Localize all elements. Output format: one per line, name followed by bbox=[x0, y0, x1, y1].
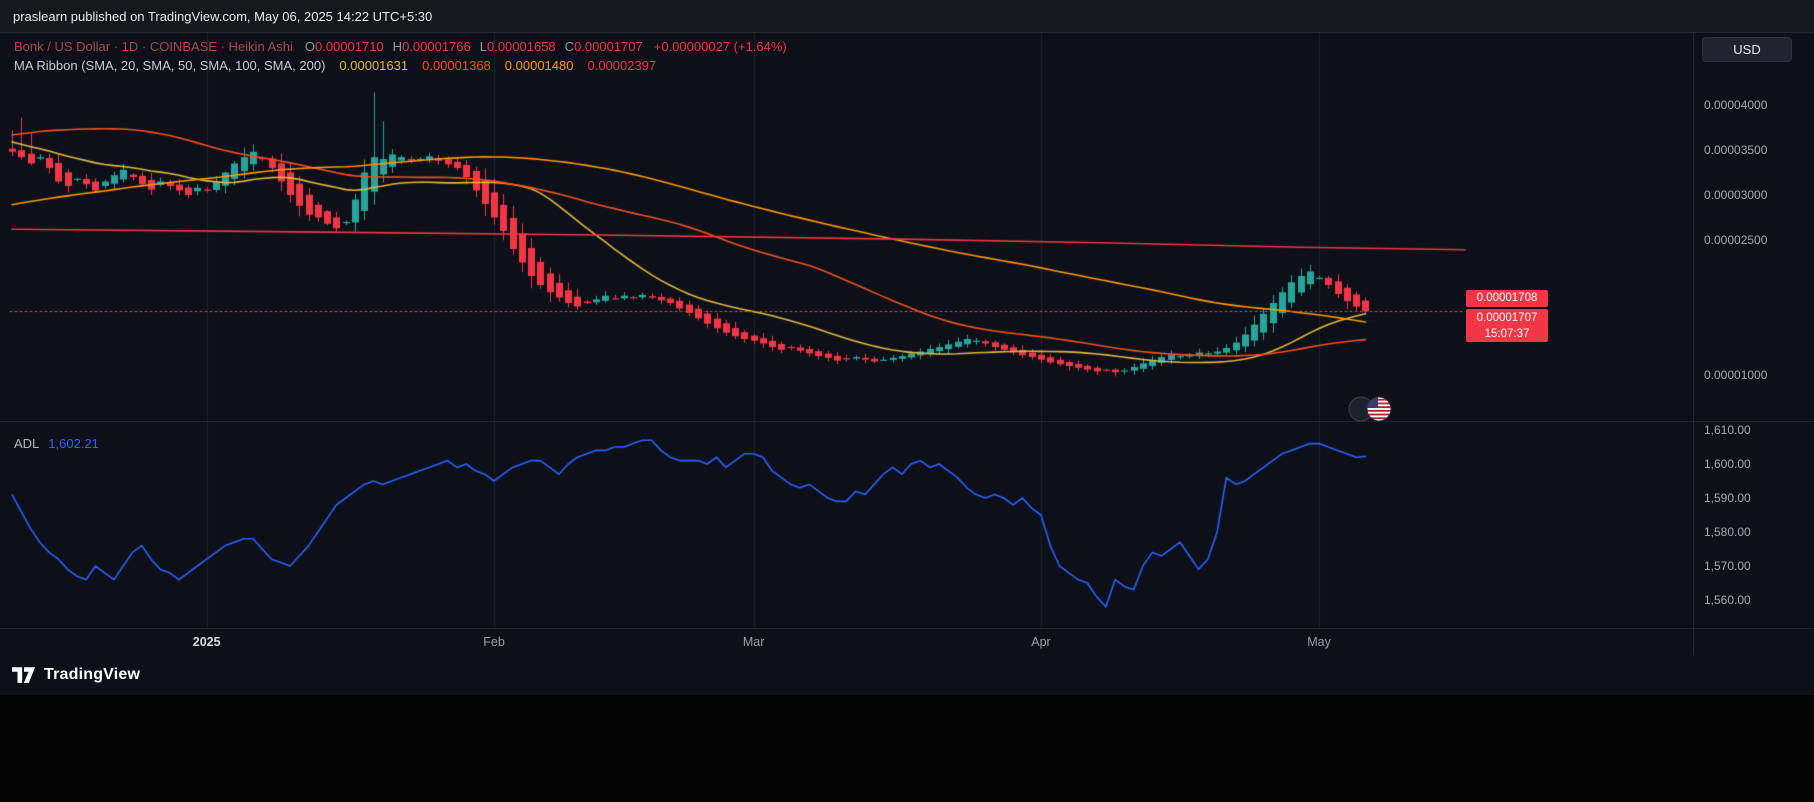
adl-label: ADL bbox=[14, 436, 40, 451]
last-price-badge: 0.00001708 bbox=[1466, 290, 1548, 307]
ma-ribbon-value: 0.00001631 bbox=[339, 58, 409, 73]
ma-ribbon-value: 0.00002397 bbox=[587, 58, 657, 73]
tradingview-wordmark: TradingView bbox=[44, 666, 141, 683]
time-axis-label: Feb bbox=[483, 635, 505, 649]
high-label: H bbox=[392, 39, 403, 54]
current-price-badge-value: 0.00001707 bbox=[1476, 312, 1538, 324]
tradingview-logo-icon bbox=[12, 666, 36, 683]
footer-bar: TradingView bbox=[0, 655, 1814, 695]
time-axis-label: Mar bbox=[742, 635, 765, 649]
price-chart-canvas[interactable] bbox=[0, 33, 1693, 421]
adl-tick-label: 1,570.00 bbox=[1704, 559, 1751, 573]
symbol-legend: Bonk / US Dollar · 1D · COINBASE · Heiki… bbox=[14, 39, 787, 54]
price-tick-label: 0.00001000 bbox=[1704, 368, 1768, 382]
tradingview-logo[interactable]: TradingView bbox=[12, 666, 140, 684]
close-value: 0.00001707 bbox=[574, 39, 643, 54]
time-axis-label: May bbox=[1307, 635, 1331, 649]
adl-indicator-canvas[interactable] bbox=[0, 422, 1693, 628]
bar-countdown: 15:07:37 bbox=[1484, 328, 1530, 340]
open-value: 0.00001710 bbox=[314, 39, 384, 54]
time-axis-divider bbox=[0, 628, 1814, 629]
time-axis[interactable]: 2025 Feb Mar Apr May bbox=[0, 628, 1693, 655]
price-tick-label: 0.00002500 bbox=[1704, 233, 1768, 247]
time-axis-label: Apr bbox=[1031, 635, 1051, 649]
price-tick-label: 0.00003500 bbox=[1704, 143, 1768, 157]
ma-ribbon-label: MA Ribbon (SMA, 20, SMA, 50, SMA, 100, S… bbox=[14, 58, 326, 73]
currency-flag-icon[interactable] bbox=[1348, 394, 1394, 429]
currency-toggle-button[interactable]: USD bbox=[1702, 37, 1792, 62]
high-value: 0.00001766 bbox=[402, 39, 471, 54]
adl-tick-label: 1,590.00 bbox=[1704, 491, 1751, 505]
ma-ribbon-value: 0.00001480 bbox=[504, 58, 574, 73]
pane-divider[interactable] bbox=[0, 421, 1814, 422]
adl-tick-label: 1,580.00 bbox=[1704, 525, 1751, 539]
bottom-spacer bbox=[0, 695, 1814, 802]
change-value: +0.00000027 (+1.64%) bbox=[653, 39, 787, 54]
open-label: O bbox=[304, 39, 315, 54]
price-tick-label: 0.00003000 bbox=[1704, 188, 1768, 202]
current-price-countdown-badge: 0.00001707 15:07:37 bbox=[1466, 309, 1548, 342]
price-scale-axis[interactable]: USD 0.00004000 0.00003500 0.00003000 0.0000… bbox=[1693, 33, 1814, 655]
price-tick-label: 0.00004000 bbox=[1704, 98, 1768, 112]
adl-tick-label: 1,560.00 bbox=[1704, 593, 1751, 607]
ma-ribbon-legend: MA Ribbon (SMA, 20, SMA, 50, SMA, 100, S… bbox=[14, 58, 656, 73]
last-price-badge-value: 0.00001708 bbox=[1476, 292, 1538, 304]
ma-ribbon-value: 0.00001368 bbox=[422, 58, 491, 73]
close-label: C bbox=[564, 39, 575, 54]
adl-tick-label: 1,600.00 bbox=[1704, 457, 1751, 471]
time-axis-label: 2025 bbox=[192, 635, 221, 649]
adl-legend: ADL 1,602.21 bbox=[14, 436, 99, 451]
attribution-bar: praslearn published on TradingView.com, … bbox=[0, 0, 1814, 33]
symbol-title: Bonk / US Dollar · 1D · COINBASE · Heiki… bbox=[14, 39, 293, 54]
adl-tick-label: 1,610.00 bbox=[1704, 423, 1751, 437]
adl-value: 1,602.21 bbox=[48, 436, 99, 451]
ma-ribbon-values: 0.00001631 0.00001368 0.00001480 0.00002397 bbox=[325, 58, 656, 73]
low-value: 0.00001658 bbox=[486, 39, 556, 54]
attribution-text: praslearn published on TradingView.com, … bbox=[13, 8, 433, 24]
low-label: L bbox=[479, 39, 487, 54]
